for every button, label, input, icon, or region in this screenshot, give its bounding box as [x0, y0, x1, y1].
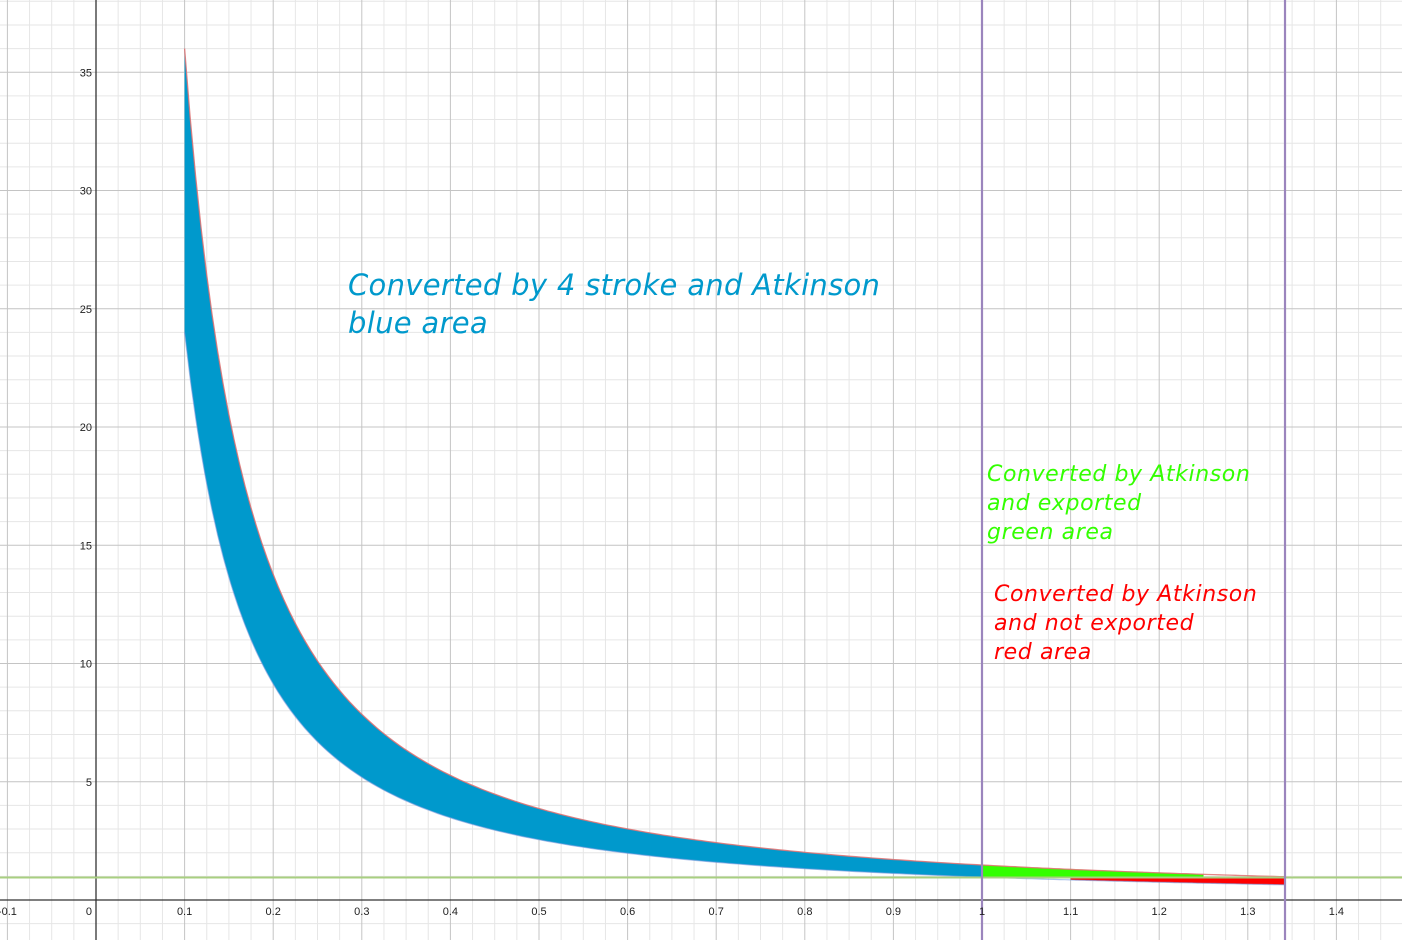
svg-text:15: 15: [80, 540, 92, 552]
blue-area-annotation: Converted by 4 stroke and Atkinson blue …: [348, 268, 881, 340]
svg-text:1.1: 1.1: [1063, 906, 1078, 918]
svg-text:35: 35: [80, 67, 92, 79]
svg-text:0.2: 0.2: [266, 906, 281, 918]
svg-text:30: 30: [80, 186, 92, 198]
red-area-annotation: Converted by Atkinson and not exported r…: [994, 582, 1258, 665]
red-area: [1070, 877, 1285, 885]
svg-text:0.6: 0.6: [620, 906, 635, 918]
svg-text:5: 5: [86, 777, 92, 789]
svg-text:1.4: 1.4: [1329, 906, 1344, 918]
svg-text:25: 25: [80, 304, 92, 316]
svg-text:0.9: 0.9: [886, 906, 901, 918]
svg-text:0.1: 0.1: [177, 906, 192, 918]
svg-text:0.4: 0.4: [443, 906, 458, 918]
svg-text:1: 1: [979, 906, 985, 918]
tick-labels: -0.1 0 0.1 0.2 0.3 0.4 0.5 0.6 0.7 0.8 0.9 1 1.1 1.2 1…: [0, 67, 1344, 918]
svg-text:1.2: 1.2: [1152, 906, 1167, 918]
svg-text:0.7: 0.7: [709, 906, 724, 918]
svg-text:0.8: 0.8: [797, 906, 812, 918]
svg-text:1.3: 1.3: [1240, 906, 1255, 918]
boundary-curves: [183, 48, 1286, 886]
green-area-annotation: Converted by Atkinson and exported green…: [987, 462, 1251, 545]
svg-text:20: 20: [80, 422, 92, 434]
svg-text:10: 10: [80, 659, 92, 671]
svg-text:0: 0: [86, 906, 92, 918]
svg-text:-0.1: -0.1: [0, 906, 17, 918]
svg-text:0.5: 0.5: [531, 906, 546, 918]
svg-text:0.3: 0.3: [354, 906, 369, 918]
